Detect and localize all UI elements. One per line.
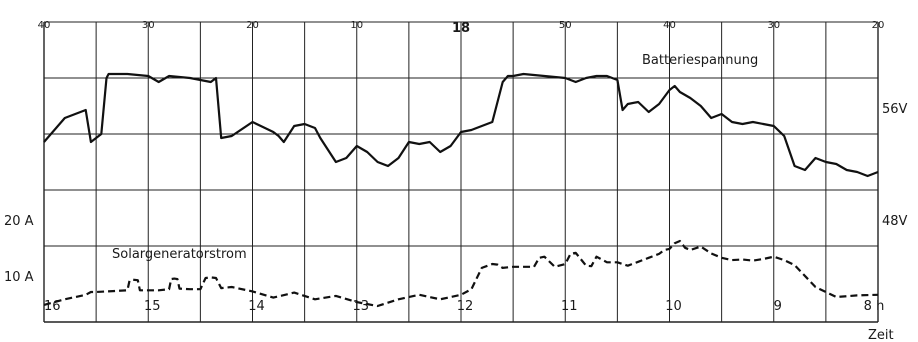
series-batteriespannung-line (43, 72, 879, 178)
hour-label: 10 (665, 299, 682, 314)
hour-label: 12 (457, 299, 474, 314)
right-axis-label-48v: 48V (882, 214, 908, 229)
series-solargeneratorstrom-line (43, 239, 879, 308)
hour-label: 9 (774, 299, 782, 314)
top-tick-label: 40 (663, 20, 676, 31)
axis-labels: 56V 48V 20 A 10 A Batteriespannung Solar… (4, 53, 908, 342)
left-axis-label-20a: 20 A (4, 214, 34, 229)
hour-labels: 16 15 14 13 12 11 10 9 8 h (44, 299, 884, 314)
top-tick-label: 50 (559, 20, 572, 31)
series-label-batteriespannung: Batteriespannung (642, 53, 758, 68)
hour-label: 15 (144, 299, 161, 314)
x-axis-label-zeit: Zeit (868, 328, 894, 342)
hour-label: 11 (561, 299, 578, 314)
hour-label: 13 (352, 299, 369, 314)
top-tick-labels: 40 30 20 10 18 50 40 30 20 (38, 20, 885, 36)
left-axis-label-10a: 10 A (4, 270, 34, 285)
top-tick-label: 10 (350, 20, 363, 31)
hour-label: 8 h (864, 299, 885, 314)
top-tick-label: 20 (872, 20, 885, 31)
series-label-solargeneratorstrom: Solargeneratorstrom (112, 247, 247, 262)
right-axis-label-56v: 56V (882, 102, 908, 117)
top-tick-label: 18 (452, 21, 470, 36)
top-tick-label: 30 (767, 20, 780, 31)
top-tick-label: 30 (142, 20, 155, 31)
top-tick-label: 40 (38, 20, 51, 31)
series-lines (43, 72, 879, 308)
top-tick-label: 20 (246, 20, 259, 31)
hour-label: 14 (248, 299, 265, 314)
